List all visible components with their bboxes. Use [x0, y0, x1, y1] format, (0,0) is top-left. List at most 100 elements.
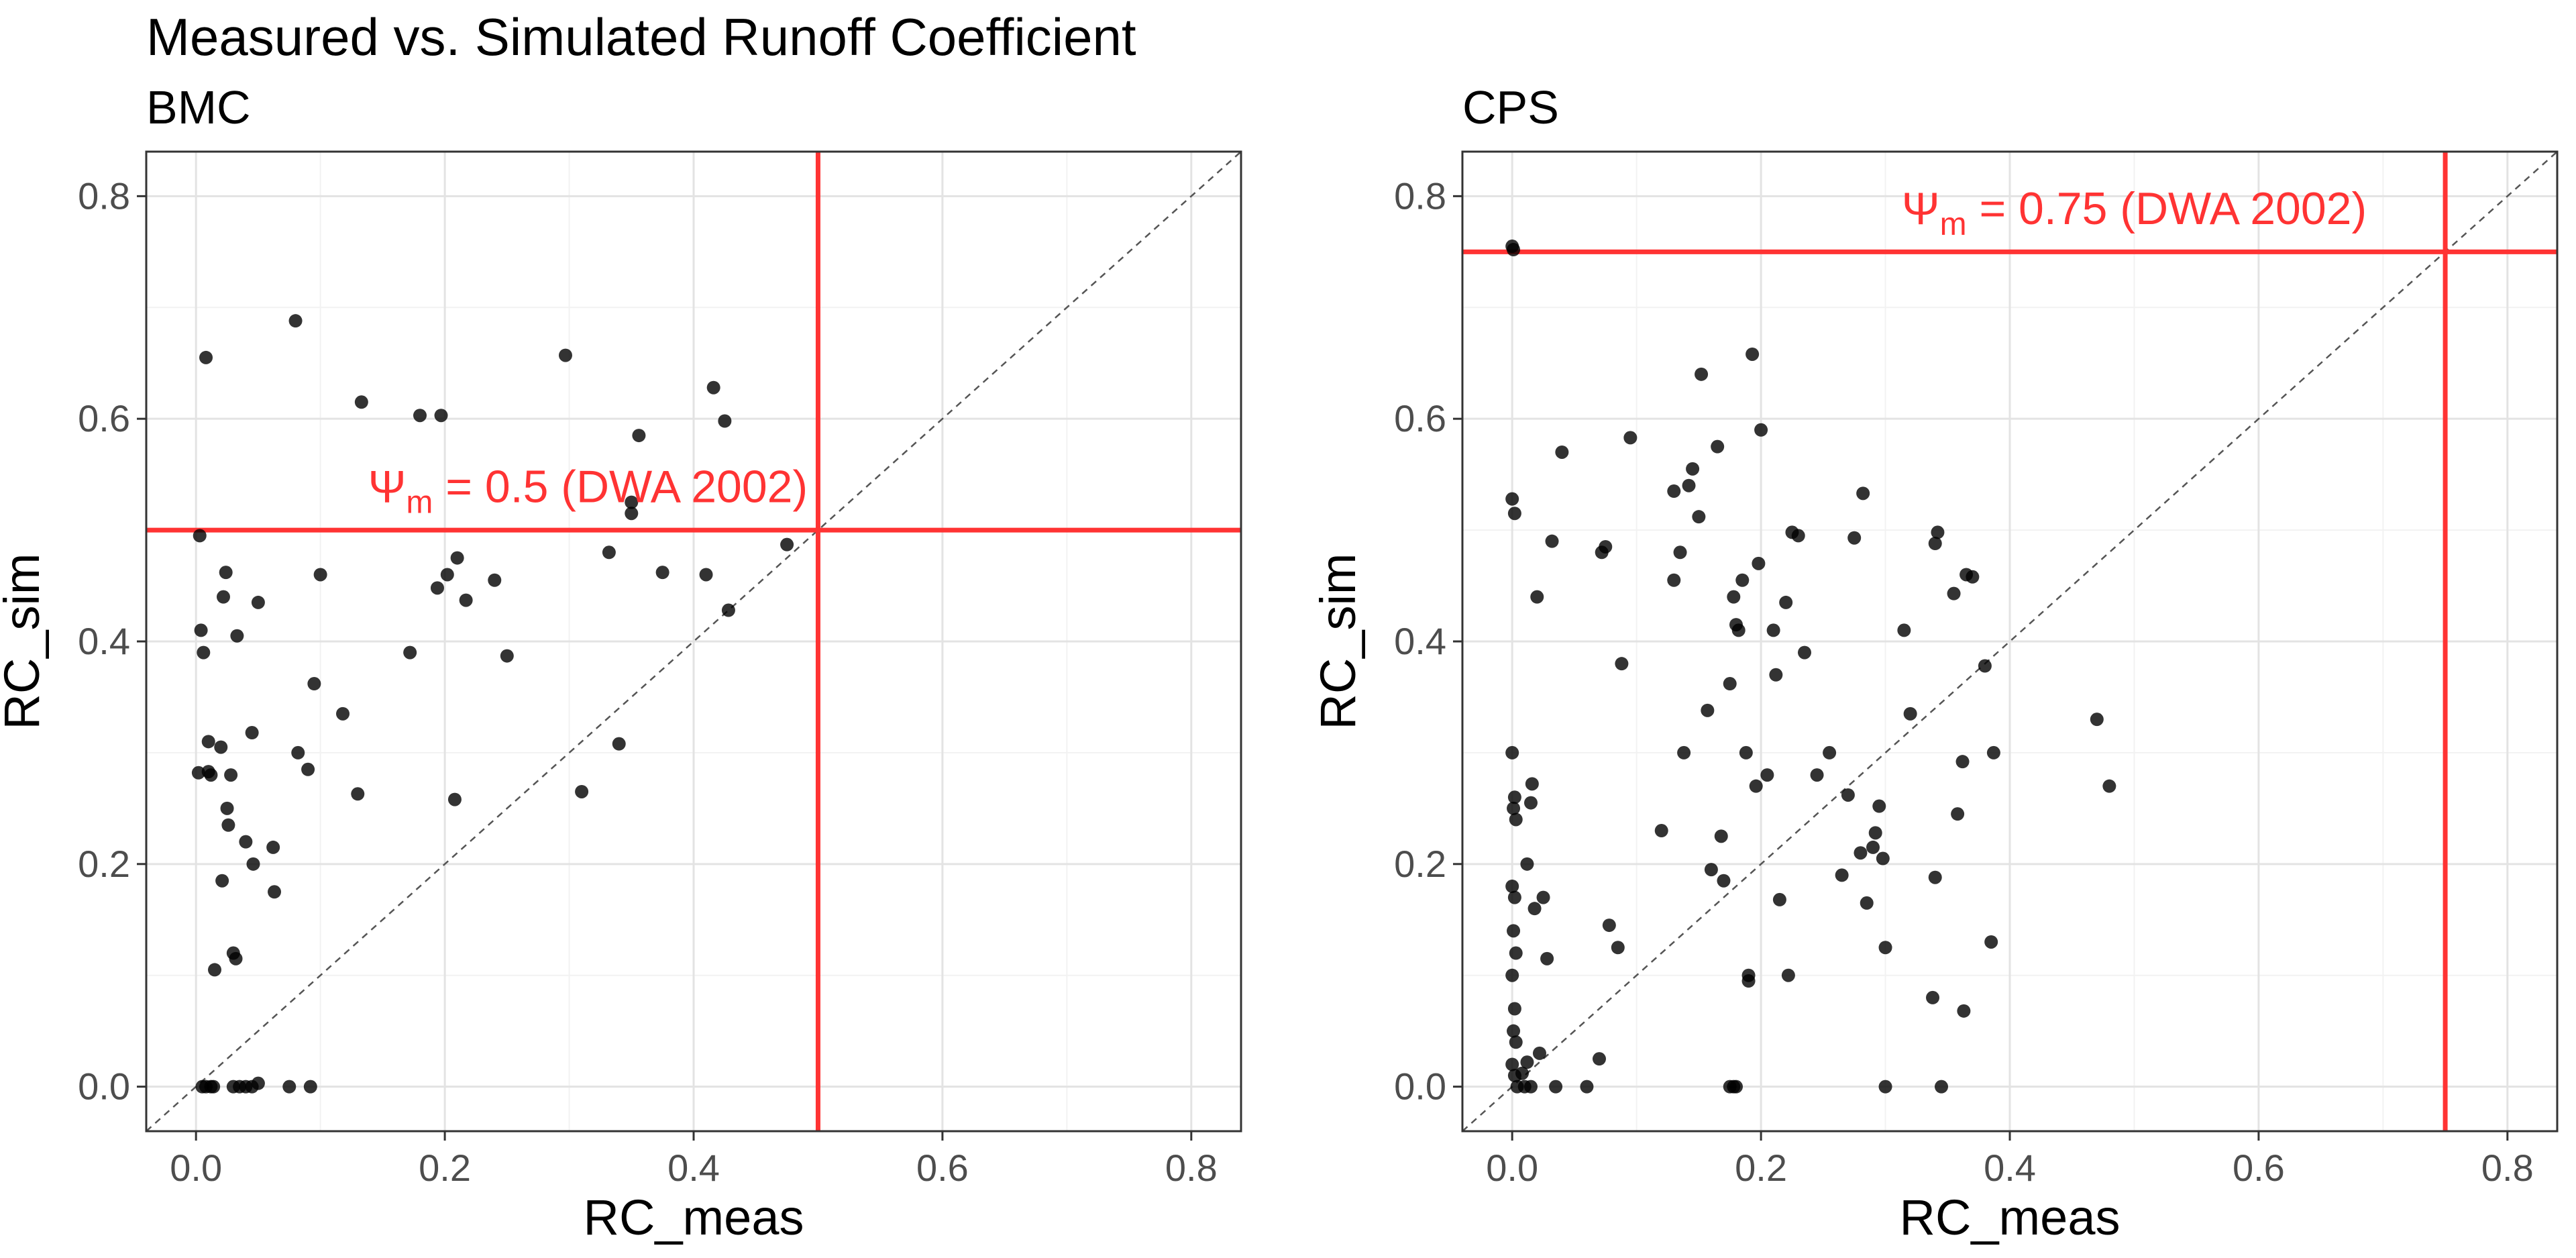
y-tick-label: 0.0	[1394, 1065, 1446, 1108]
data-point	[207, 1080, 221, 1094]
data-point	[214, 740, 228, 754]
data-point	[718, 414, 732, 428]
data-point	[230, 629, 244, 643]
data-point	[1599, 539, 1613, 554]
y-axis-label: RC_sim	[1310, 553, 1366, 729]
x-tick-label: 0.8	[2481, 1147, 2534, 1189]
x-axis-label: RC_meas	[584, 1190, 804, 1245]
data-point	[266, 840, 280, 854]
data-point	[1856, 486, 1870, 501]
data-point	[1536, 890, 1550, 904]
data-point	[625, 495, 639, 509]
data-point	[1955, 755, 1970, 769]
data-point	[1860, 896, 1874, 910]
x-tick-label: 0.8	[1165, 1147, 1218, 1189]
x-tick-label: 0.2	[1735, 1147, 1787, 1189]
data-point	[1602, 919, 1616, 933]
data-point	[625, 507, 639, 521]
data-point	[413, 409, 427, 423]
data-point	[1928, 537, 1942, 550]
data-point	[612, 737, 626, 751]
data-point	[1545, 534, 1559, 548]
data-point	[1769, 668, 1783, 682]
x-tick-label: 0.0	[170, 1147, 222, 1189]
data-point	[1580, 1080, 1594, 1094]
data-point	[1947, 586, 1961, 600]
data-point	[1766, 623, 1780, 637]
data-point	[288, 314, 303, 328]
data-point	[1772, 892, 1786, 906]
threshold-annotation: Ψm = 0.5 (DWA 2002)	[368, 462, 808, 521]
data-point	[1729, 1080, 1743, 1094]
data-point	[1611, 941, 1625, 955]
data-point	[1686, 462, 1700, 476]
data-point	[1878, 1080, 1892, 1094]
data-point	[336, 706, 350, 721]
data-point	[216, 590, 230, 604]
data-point	[430, 581, 444, 595]
data-point	[1507, 507, 1521, 521]
data-point	[1798, 645, 1811, 660]
data-point	[1530, 590, 1544, 604]
data-point	[1524, 796, 1538, 810]
data-point	[1682, 478, 1696, 492]
data-point	[440, 568, 454, 582]
data-point	[1866, 840, 1880, 854]
y-tick-label: 0.4	[1394, 620, 1446, 662]
data-point	[1841, 788, 1855, 802]
panel-cps: Ψm = 0.75 (DWA 2002) 0.0 0.2 0.4 0.6 0.8 0.0 0.…	[1310, 150, 2559, 1245]
data-point	[1754, 423, 1768, 437]
data-point	[1872, 799, 1886, 813]
data-point	[2090, 713, 2104, 727]
data-point	[201, 735, 215, 749]
data-point	[268, 885, 282, 899]
data-point	[1695, 367, 1709, 381]
data-point	[221, 818, 235, 832]
data-point	[194, 623, 208, 637]
data-point	[1507, 924, 1521, 938]
threshold-annotation: Ψm = 0.75 (DWA 2002)	[1902, 183, 2367, 242]
data-point	[1593, 1052, 1606, 1066]
data-point	[1810, 768, 1824, 782]
data-point	[1507, 801, 1521, 815]
data-point	[780, 537, 794, 552]
data-point	[239, 835, 253, 849]
data-point	[1507, 1024, 1521, 1038]
data-point	[1507, 790, 1521, 804]
data-point	[706, 380, 720, 395]
data-point	[307, 677, 321, 691]
y-tick-label: 0.2	[78, 843, 130, 885]
data-point	[1692, 510, 1706, 524]
data-point	[245, 726, 259, 740]
data-point	[1505, 745, 1519, 759]
data-point	[208, 963, 221, 977]
data-point	[1935, 1080, 1948, 1094]
y-tick-label: 0.4	[78, 620, 130, 662]
data-point	[1727, 590, 1741, 604]
data-point	[1527, 902, 1542, 916]
data-point	[1931, 525, 1945, 539]
data-point	[1760, 768, 1774, 782]
data-point	[1615, 657, 1629, 671]
data-point	[303, 1080, 317, 1094]
data-point	[191, 766, 205, 780]
data-point	[224, 768, 238, 782]
panel-title-bmc: BMC	[146, 81, 251, 134]
data-point	[1741, 974, 1756, 988]
data-point	[220, 801, 234, 815]
data-point	[282, 1080, 297, 1094]
data-point	[1897, 623, 1911, 637]
x-tick-label: 0.2	[419, 1147, 471, 1189]
y-tick-label: 0.8	[1394, 174, 1446, 217]
data-point	[699, 568, 713, 582]
data-point	[500, 649, 514, 663]
data-point	[1823, 745, 1837, 759]
data-point	[246, 857, 260, 871]
y-tick-label: 0.2	[1394, 843, 1446, 885]
data-point	[1505, 1057, 1519, 1071]
data-point	[1951, 807, 1965, 821]
one-to-one-line	[146, 151, 1242, 1132]
data-point	[2102, 779, 2116, 793]
data-point	[1835, 868, 1849, 882]
